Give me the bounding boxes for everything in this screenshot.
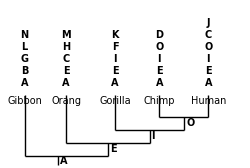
Text: E: E <box>205 66 212 76</box>
Text: Gorilla: Gorilla <box>100 96 131 106</box>
Text: E: E <box>112 66 118 76</box>
Text: I: I <box>206 54 210 64</box>
Text: A: A <box>112 78 119 88</box>
Text: O: O <box>187 118 195 128</box>
Text: B: B <box>21 66 28 76</box>
Text: K: K <box>112 30 119 40</box>
Text: A: A <box>156 78 163 88</box>
Text: M: M <box>62 30 71 40</box>
Text: C: C <box>62 54 70 64</box>
Text: E: E <box>110 144 116 154</box>
Text: H: H <box>62 42 70 52</box>
Text: L: L <box>22 42 28 52</box>
Text: F: F <box>112 42 118 52</box>
Text: E: E <box>156 66 162 76</box>
Text: A: A <box>204 78 212 88</box>
Text: I: I <box>152 131 155 141</box>
Text: A: A <box>21 78 28 88</box>
Text: A: A <box>62 78 70 88</box>
Text: Orang: Orang <box>51 96 81 106</box>
Text: E: E <box>63 66 70 76</box>
Text: C: C <box>205 30 212 40</box>
Text: J: J <box>206 18 210 28</box>
Text: Human: Human <box>190 96 226 106</box>
Text: G: G <box>20 54 28 64</box>
Text: Gibbon: Gibbon <box>7 96 42 106</box>
Text: A: A <box>60 156 67 166</box>
Text: Chimp: Chimp <box>144 96 175 106</box>
Text: O: O <box>204 42 212 52</box>
Text: O: O <box>155 42 164 52</box>
Text: I: I <box>114 54 117 64</box>
Text: D: D <box>155 30 163 40</box>
Text: N: N <box>20 30 28 40</box>
Text: I: I <box>158 54 161 64</box>
